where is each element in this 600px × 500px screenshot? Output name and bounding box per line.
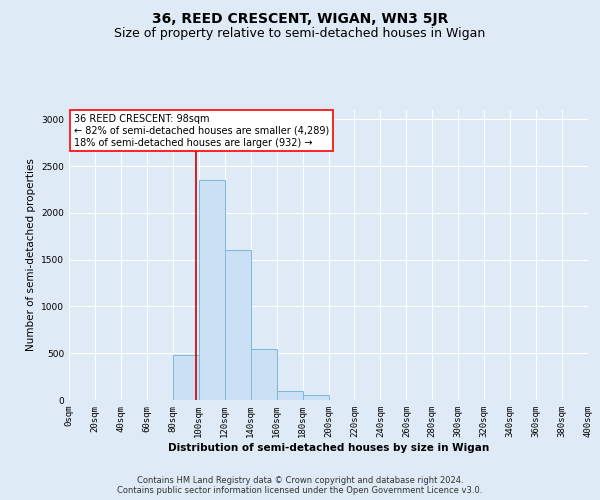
Text: Contains HM Land Registry data © Crown copyright and database right 2024.: Contains HM Land Registry data © Crown c…	[137, 476, 463, 485]
Text: 36, REED CRESCENT, WIGAN, WN3 5JR: 36, REED CRESCENT, WIGAN, WN3 5JR	[152, 12, 448, 26]
Bar	[302, 396, 329, 400]
Y-axis label: Number of semi-detached properties: Number of semi-detached properties	[26, 158, 35, 352]
Bar	[277, 390, 302, 400]
X-axis label: Distribution of semi-detached houses by size in Wigan: Distribution of semi-detached houses by …	[168, 442, 489, 452]
Text: 36 REED CRESCENT: 98sqm
← 82% of semi-detached houses are smaller (4,289)
18% of: 36 REED CRESCENT: 98sqm ← 82% of semi-de…	[74, 114, 329, 148]
Bar	[173, 355, 199, 400]
Text: Contains public sector information licensed under the Open Government Licence v3: Contains public sector information licen…	[118, 486, 482, 495]
Bar	[199, 180, 224, 400]
Text: Size of property relative to semi-detached houses in Wigan: Size of property relative to semi-detach…	[115, 28, 485, 40]
Bar	[225, 250, 251, 400]
Bar	[251, 350, 277, 400]
